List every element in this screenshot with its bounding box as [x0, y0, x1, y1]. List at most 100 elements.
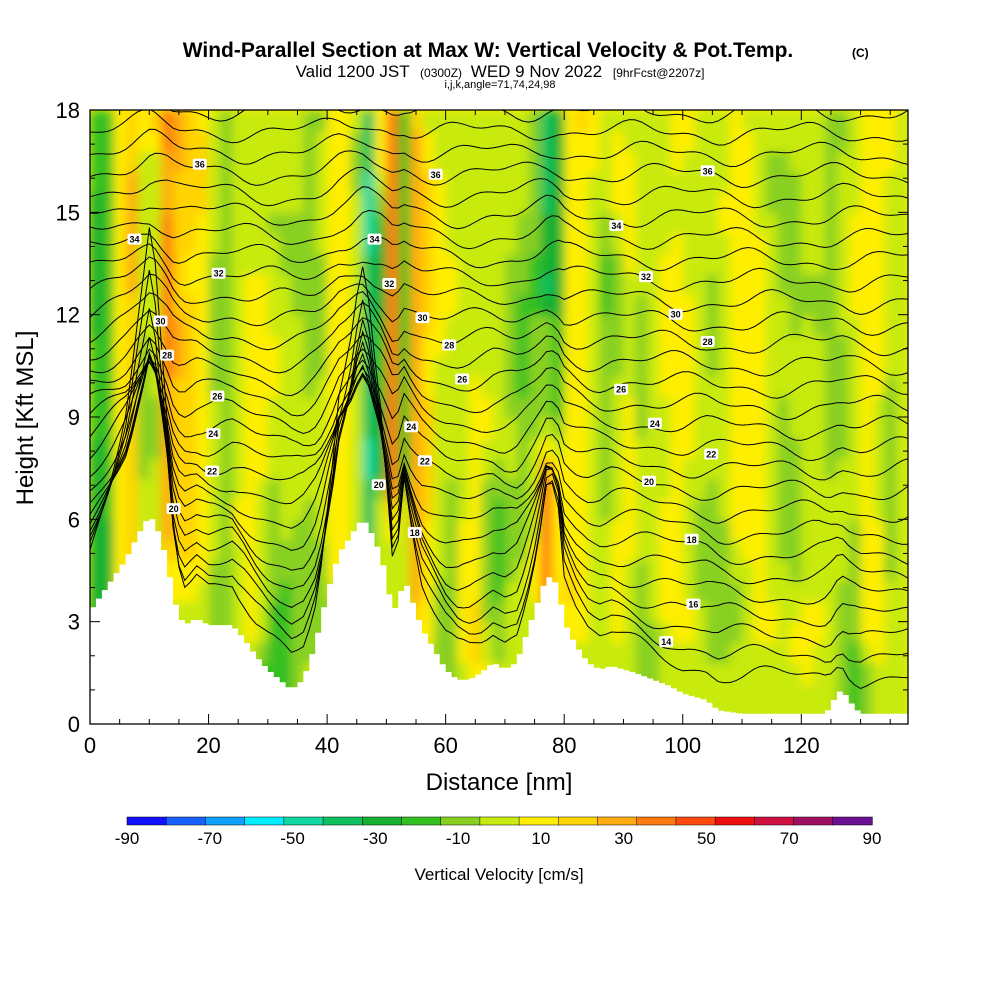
velocity-cell — [161, 294, 174, 316]
velocity-cell — [706, 457, 720, 480]
velocity-cell — [836, 621, 850, 644]
velocity-cell — [161, 355, 174, 378]
velocity-cell — [540, 417, 554, 439]
velocity-cell — [125, 150, 139, 173]
velocity-cell — [481, 580, 495, 603]
velocity-cell — [113, 335, 127, 357]
velocity-cell — [481, 335, 495, 357]
velocity-cell — [682, 232, 696, 255]
velocity-cell — [623, 335, 637, 357]
isentrope-label-text: 18 — [687, 535, 697, 545]
velocity-cell — [587, 580, 601, 603]
velocity-cell — [172, 580, 186, 603]
velocity-cell — [659, 601, 672, 623]
velocity-cell — [860, 396, 874, 418]
velocity-cell — [493, 253, 506, 275]
velocity-cell — [184, 130, 198, 152]
velocity-cell — [836, 662, 850, 685]
velocity-cell — [564, 232, 578, 255]
velocity-cell — [113, 478, 127, 500]
velocity-cell — [410, 253, 423, 275]
velocity-cell — [753, 560, 767, 582]
velocity-cell — [872, 191, 886, 214]
velocity-cell — [113, 253, 127, 275]
velocity-cell — [90, 253, 103, 275]
velocity-cell — [149, 130, 163, 152]
velocity-cell — [481, 519, 495, 541]
velocity-cell — [872, 498, 886, 521]
velocity-cell — [338, 314, 352, 337]
velocity-cell — [208, 232, 222, 255]
velocity-cell — [896, 110, 908, 132]
velocity-cell — [682, 294, 696, 316]
velocity-cell — [350, 232, 364, 255]
velocity-cell — [552, 294, 566, 316]
velocity-cell — [896, 253, 908, 275]
valid-date: WED 9 Nov 2022 — [471, 62, 602, 81]
velocity-cell — [244, 376, 257, 398]
isentrope-label-bg — [668, 308, 683, 320]
velocity-cell — [291, 171, 305, 193]
velocity-cell — [184, 232, 198, 255]
velocity-cell — [493, 457, 506, 480]
velocity-cell — [504, 314, 518, 337]
velocity-cell — [113, 171, 127, 193]
colorbar-tick-label: 50 — [697, 829, 716, 848]
velocity-cell — [291, 601, 305, 623]
velocity-cell — [303, 150, 317, 173]
velocity-cell — [682, 498, 696, 521]
velocity-cell — [659, 253, 672, 275]
isentrope-label-text: 32 — [641, 272, 651, 282]
velocity-cell — [362, 396, 376, 418]
isentrope-label-bg — [455, 373, 470, 385]
velocity-cell — [706, 417, 720, 439]
velocity-cell — [789, 191, 803, 214]
velocity-cell — [635, 519, 649, 541]
velocity-cell — [753, 355, 767, 378]
velocity-cell — [896, 191, 908, 214]
velocity-cell — [208, 212, 222, 234]
velocity-cell — [872, 662, 886, 685]
velocity-cell — [611, 335, 625, 357]
velocity-cell — [884, 314, 898, 337]
velocity-cell — [896, 457, 908, 480]
velocity-cell — [362, 253, 376, 275]
y-axis-label: Height [Kft MSL] — [12, 331, 39, 506]
velocity-cell — [540, 212, 554, 234]
velocity-cell — [244, 253, 257, 275]
velocity-cell — [315, 396, 329, 418]
isentrope-label-bg — [614, 383, 629, 395]
velocity-cell — [611, 150, 625, 173]
velocity-cell — [647, 253, 661, 275]
velocity-cell — [445, 355, 459, 378]
velocity-cell — [149, 457, 163, 480]
isentrope-label-text: 24 — [208, 429, 218, 439]
velocity-cell — [659, 417, 672, 439]
x-tick-label: 60 — [433, 733, 457, 758]
velocity-cell — [398, 150, 412, 173]
velocity-cell — [576, 212, 589, 234]
velocity-cell — [730, 314, 744, 337]
velocity-cell — [896, 355, 908, 378]
velocity-cell — [801, 621, 815, 644]
velocity-cell — [623, 232, 637, 255]
velocity-cell — [635, 232, 649, 255]
velocity-cell — [184, 457, 198, 480]
velocity-cell — [172, 376, 186, 398]
velocity-cell — [836, 314, 850, 337]
velocity-cell — [137, 110, 151, 132]
velocity-cell — [350, 457, 364, 480]
velocity-cell — [706, 376, 720, 398]
isentrope-label: 36 — [700, 165, 715, 177]
velocity-cell — [682, 662, 696, 685]
velocity-cell — [872, 683, 886, 705]
velocity-cell — [896, 171, 908, 193]
velocity-cell — [587, 253, 601, 275]
velocity-cell — [137, 396, 151, 418]
velocity-cell — [896, 498, 908, 521]
velocity-cell — [101, 498, 115, 521]
isentrope-label-bg — [700, 165, 715, 177]
velocity-cell — [813, 130, 827, 152]
velocity-cell — [825, 580, 838, 603]
x-axis: 0 20 40 60 80 100 120 — [84, 110, 891, 758]
